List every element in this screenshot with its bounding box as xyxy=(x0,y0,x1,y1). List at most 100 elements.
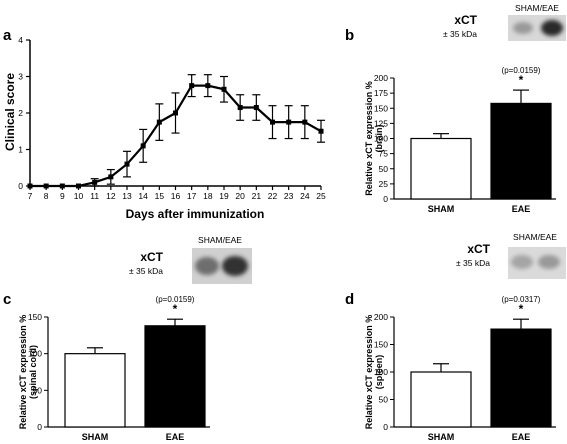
panel-b-bar-sham xyxy=(410,137,472,200)
panel-a-data-point xyxy=(59,183,65,189)
panel-a-x-tick-label: 8 xyxy=(44,191,49,201)
panel-letter-d: d xyxy=(345,291,354,308)
panel-d-bar-sham xyxy=(410,371,472,428)
panel-a-data-point xyxy=(253,105,259,111)
panel-d-y-tick-label: 150 xyxy=(374,340,388,350)
panel-a-data-point xyxy=(108,174,114,180)
panel-b-bar-chart: 0 25 50 75 100 125 150 175 200 SHAM EAE *(p=0.0159)… xyxy=(364,66,556,214)
panel-d-category-label: SHAM xyxy=(428,432,455,442)
panel-c-y-axis-label: Relative xCT expression % xyxy=(18,315,28,430)
panel-a-x-tick-label: 20 xyxy=(235,191,245,201)
panel-d-bar-chart: 0 50 100 150 200 SHAM EAE *(p=0.0317) Relative x… xyxy=(364,295,556,442)
panel-b-significance-star: * xyxy=(519,73,524,87)
panel-a-data-point xyxy=(173,110,178,116)
panel-a-x-tick-label: 10 xyxy=(74,191,84,201)
panel-a-data-point xyxy=(140,143,146,149)
panel-c-y-axis-label-line2: (spinal cord) xyxy=(28,345,38,399)
panel-d-western-blot: xCT ± 35 kDa SHAM/EAE xyxy=(456,232,566,279)
panel-b-category-label: EAE xyxy=(512,204,531,214)
panel-c-bar-sham xyxy=(64,353,126,428)
panel-a-data-point xyxy=(76,183,81,189)
panel-a-data-point xyxy=(156,119,162,125)
panel-a-data-point xyxy=(286,119,292,125)
panel-b-category-label: SHAM xyxy=(428,204,455,214)
panel-a-y-tick-label: 4 xyxy=(18,35,23,45)
panel-b-blot-protein: xCT xyxy=(454,13,477,27)
panel-b-western-blot: xCT ± 35 kDa SHAM/EAE xyxy=(443,3,566,41)
panel-d-p-value: (p=0.0317) xyxy=(502,295,541,304)
panel-a-x-tick-label: 18 xyxy=(203,191,213,201)
panel-c-y-tick-label: 50 xyxy=(33,385,43,395)
panel-b-y-axis-label-line2: (brain) xyxy=(374,124,384,152)
panel-d-blot-band-sham xyxy=(511,255,533,269)
panel-c-blot-size: ± 35 kDa xyxy=(129,266,163,276)
panel-a-data-point xyxy=(221,86,227,92)
panel-d-blot-lanes: SHAM/EAE xyxy=(513,232,557,242)
panel-d-y-tick-label: 0 xyxy=(383,422,388,432)
panel-a-x-tick-label: 16 xyxy=(171,191,181,201)
panel-c-bar-eae xyxy=(144,325,206,428)
panel-d-bar-eae xyxy=(490,328,552,428)
panel-b-blot-band-sham xyxy=(513,22,533,34)
panel-a-y-tick-label: 2 xyxy=(18,108,23,118)
panel-b-y-tick-label: 125 xyxy=(374,118,388,128)
panel-a-x-axis-label: Days after immunization xyxy=(126,207,265,221)
panel-d-y-tick-label: 50 xyxy=(379,395,389,405)
panel-b-y-tick-label: 150 xyxy=(374,103,388,113)
panel-a-x-tick-label: 19 xyxy=(219,191,229,201)
panel-b-y-tick-label: 50 xyxy=(379,164,389,174)
panel-letter-a: a xyxy=(3,27,12,44)
panel-d-significance-star: * xyxy=(519,302,524,316)
panel-c-blot-band-eae xyxy=(222,256,248,276)
panel-a-y-axis-label: Clinical score xyxy=(3,73,17,151)
panel-a-x-tick-label: 24 xyxy=(300,191,310,201)
panel-c-blot-lanes: SHAM/EAE xyxy=(198,235,242,245)
panel-d-y-tick-label: 100 xyxy=(374,367,388,377)
panel-a-y-tick-label: 3 xyxy=(18,72,23,82)
panel-c-blot-band-sham xyxy=(195,257,219,275)
panel-a-x-tick-label: 14 xyxy=(138,191,148,201)
panel-d-blot-size: ± 35 kDa xyxy=(456,258,490,268)
panel-a-y-tick-label: 1 xyxy=(18,145,23,155)
panel-a-x-tick-label: 25 xyxy=(316,191,326,201)
panel-b-blot-lanes: SHAM/EAE xyxy=(515,3,559,13)
panel-c-bar-chart: 0 50 100 150 SHAM EAE *(p=0.0159) Relative xCT … xyxy=(18,295,210,442)
panel-letter-c: c xyxy=(3,291,11,308)
panel-c-y-tick-label: 150 xyxy=(28,312,42,322)
panel-b-blot-size: ± 35 kDa xyxy=(443,29,477,39)
panel-c-p-value: (p=0.0159) xyxy=(156,295,195,304)
panel-a-x-tick-label: 21 xyxy=(252,191,262,201)
panel-a-x-tick-label: 7 xyxy=(28,191,33,201)
panel-b-y-axis-label: Relative xCT expression % xyxy=(364,81,374,196)
panel-a-data-point xyxy=(27,183,33,189)
panel-b-y-tick-label: 25 xyxy=(379,179,389,189)
panel-letter-b: b xyxy=(345,27,354,44)
panel-c-western-blot: xCT ± 35 kDa SHAM/EAE xyxy=(129,235,252,284)
panel-c-category-label: EAE xyxy=(166,432,185,442)
panel-a-data-point xyxy=(43,183,49,189)
panel-d-y-axis-label-line2: (spleen) xyxy=(374,355,384,390)
panel-a-x-tick-label: 22 xyxy=(268,191,278,201)
panel-b-p-value: (p=0.0159) xyxy=(502,66,541,75)
panel-c-blot-protein: xCT xyxy=(140,250,163,264)
panel-a-x-tick-label: 23 xyxy=(284,191,294,201)
panel-a-line-chart: Days after immunization Clinical score 0… xyxy=(3,35,326,221)
panel-a-x-tick-label: 17 xyxy=(187,191,197,201)
panel-c-significance-star: * xyxy=(173,302,178,316)
panel-a-x-tick-label: 12 xyxy=(106,191,116,201)
panel-d-y-tick-label: 200 xyxy=(374,312,388,322)
panel-a-data-point xyxy=(237,105,243,111)
panel-b-blot-band-eae xyxy=(541,20,563,36)
panel-b-y-tick-label: 0 xyxy=(383,194,388,204)
panel-d-category-label: EAE xyxy=(512,432,531,442)
panel-a-x-tick-label: 9 xyxy=(60,191,65,201)
panel-a-data-point xyxy=(92,179,98,185)
panel-c-category-label: SHAM xyxy=(82,432,109,442)
panel-a-data-point xyxy=(270,119,275,125)
panel-a-data-point xyxy=(318,128,324,134)
panel-a-y-tick-label: 0 xyxy=(18,181,23,191)
panel-b-y-tick-label: 100 xyxy=(374,134,388,144)
panel-d-y-axis-label: Relative xCT expression % xyxy=(364,315,374,430)
panel-d-blot-band-eae xyxy=(538,255,560,269)
